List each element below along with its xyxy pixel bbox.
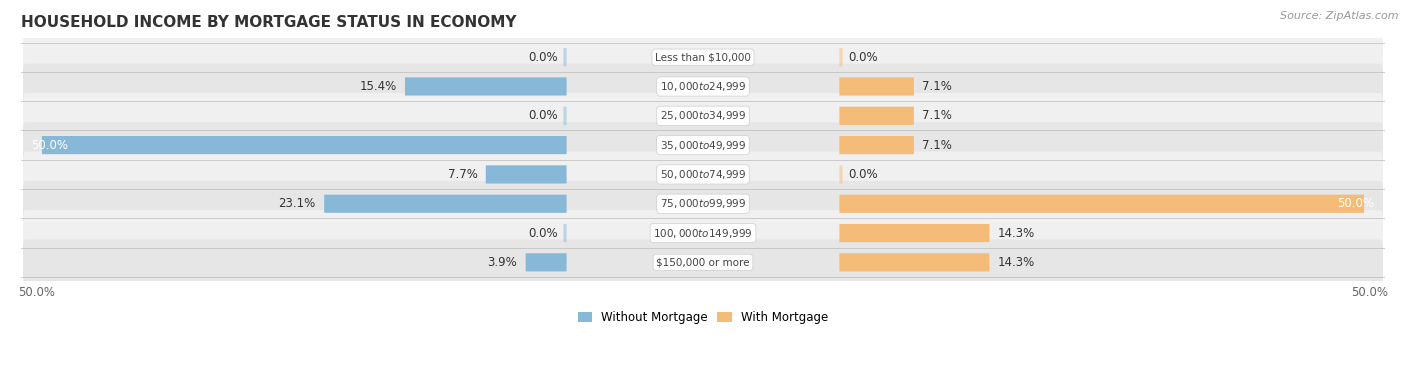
FancyBboxPatch shape — [526, 253, 567, 271]
FancyBboxPatch shape — [839, 195, 1364, 213]
Text: 7.1%: 7.1% — [922, 109, 952, 122]
Text: 0.0%: 0.0% — [848, 51, 877, 64]
Text: 50.0%: 50.0% — [1337, 197, 1375, 210]
Text: $35,000 to $49,999: $35,000 to $49,999 — [659, 139, 747, 152]
Text: Source: ZipAtlas.com: Source: ZipAtlas.com — [1281, 11, 1399, 21]
FancyBboxPatch shape — [22, 152, 1384, 197]
Text: 14.3%: 14.3% — [998, 256, 1035, 269]
FancyBboxPatch shape — [839, 48, 842, 66]
Text: 0.0%: 0.0% — [848, 168, 877, 181]
FancyBboxPatch shape — [22, 93, 1384, 139]
Text: $50,000 to $74,999: $50,000 to $74,999 — [659, 168, 747, 181]
FancyBboxPatch shape — [564, 107, 567, 125]
Text: 7.7%: 7.7% — [447, 168, 478, 181]
FancyBboxPatch shape — [839, 166, 842, 184]
Text: 14.3%: 14.3% — [998, 227, 1035, 239]
Text: 7.1%: 7.1% — [922, 139, 952, 152]
Text: 15.4%: 15.4% — [360, 80, 396, 93]
FancyBboxPatch shape — [839, 253, 990, 271]
FancyBboxPatch shape — [839, 224, 990, 242]
FancyBboxPatch shape — [839, 136, 914, 154]
Text: 23.1%: 23.1% — [278, 197, 316, 210]
FancyBboxPatch shape — [839, 107, 914, 125]
FancyBboxPatch shape — [22, 239, 1384, 285]
Text: $150,000 or more: $150,000 or more — [657, 257, 749, 267]
Text: Less than $10,000: Less than $10,000 — [655, 52, 751, 62]
FancyBboxPatch shape — [486, 166, 567, 184]
Text: $100,000 to $149,999: $100,000 to $149,999 — [654, 227, 752, 239]
Text: 7.1%: 7.1% — [922, 80, 952, 93]
FancyBboxPatch shape — [22, 64, 1384, 109]
FancyBboxPatch shape — [564, 48, 567, 66]
Text: $75,000 to $99,999: $75,000 to $99,999 — [659, 197, 747, 210]
FancyBboxPatch shape — [22, 181, 1384, 227]
FancyBboxPatch shape — [325, 195, 567, 213]
Text: $25,000 to $34,999: $25,000 to $34,999 — [659, 109, 747, 122]
Text: $10,000 to $24,999: $10,000 to $24,999 — [659, 80, 747, 93]
Text: 0.0%: 0.0% — [529, 109, 558, 122]
FancyBboxPatch shape — [42, 136, 567, 154]
FancyBboxPatch shape — [22, 34, 1384, 80]
Text: HOUSEHOLD INCOME BY MORTGAGE STATUS IN ECONOMY: HOUSEHOLD INCOME BY MORTGAGE STATUS IN E… — [21, 15, 516, 30]
Text: 50.0%: 50.0% — [31, 139, 69, 152]
FancyBboxPatch shape — [839, 77, 914, 95]
FancyBboxPatch shape — [22, 210, 1384, 256]
Text: 0.0%: 0.0% — [529, 227, 558, 239]
Legend: Without Mortgage, With Mortgage: Without Mortgage, With Mortgage — [574, 307, 832, 329]
FancyBboxPatch shape — [22, 122, 1384, 168]
FancyBboxPatch shape — [405, 77, 567, 95]
Text: 3.9%: 3.9% — [488, 256, 517, 269]
Text: 0.0%: 0.0% — [529, 51, 558, 64]
FancyBboxPatch shape — [564, 224, 567, 242]
